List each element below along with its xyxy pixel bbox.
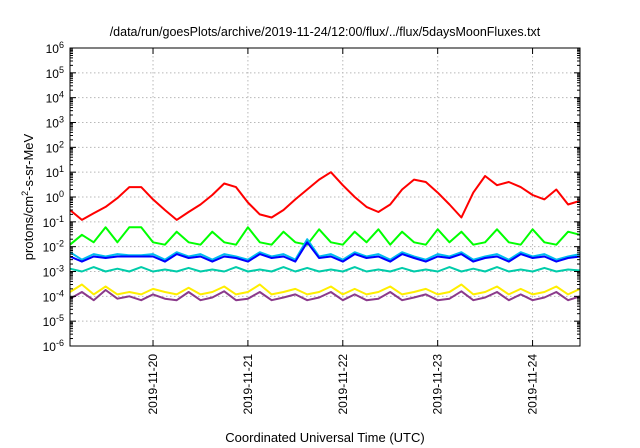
y-tick-label: 105 <box>46 65 64 81</box>
y-tick-label: 10-4 <box>43 288 64 304</box>
y-tick-label: 10-6 <box>43 338 64 354</box>
series-line-6 <box>69 283 581 296</box>
y-tick-label: 103 <box>46 115 64 131</box>
y-axis-title-prefix: protons/cm <box>21 196 36 260</box>
y-tick-label: 10-3 <box>43 264 64 280</box>
x-tick-label: 2019-11-24 <box>526 354 540 415</box>
series-line-4 <box>69 241 581 263</box>
y-axis: 10-6 10-5 10-4 10-3 10-2 10-1 100 101 102 103 104 1… <box>43 40 580 354</box>
x-tick-label: 2019-11-23 <box>431 354 445 415</box>
x-tick-label: 2019-11-22 <box>336 354 350 415</box>
y-tick-label: 100 <box>46 189 64 205</box>
series-line-1 <box>69 171 581 221</box>
series-line-7 <box>69 289 581 302</box>
y-axis-title: protons/cm2-s-sr-MeV <box>20 133 36 260</box>
series-layer <box>69 171 581 302</box>
y-tick-label: 102 <box>46 139 64 155</box>
y-tick-label: 10-1 <box>43 214 64 230</box>
y-tick-label: 10-2 <box>43 239 64 255</box>
x-tick-label: 2019-11-20 <box>146 354 160 415</box>
y-axis-title-suffix: -s-sr-MeV <box>21 133 36 190</box>
series-line-5 <box>69 266 581 273</box>
y-axis-title-sup: 2 <box>20 191 30 196</box>
y-tick-label: 106 <box>46 40 64 56</box>
y-tick-label: 101 <box>46 164 64 180</box>
y-tick-label: 104 <box>46 90 64 106</box>
x-tick-label: 2019-11-21 <box>241 354 255 415</box>
grid-lines <box>70 48 580 346</box>
x-axis-title: Coordinated Universal Time (UTC) <box>225 430 424 445</box>
chart-title: /data/run/goesPlots/archive/2019-11-24/1… <box>110 25 541 39</box>
series-line-3 <box>69 238 581 261</box>
y-tick-label: 10-5 <box>43 313 64 329</box>
series-line-2 <box>69 226 581 246</box>
x-axis: 2019-11-20 2019-11-21 2019-11-22 2019-11-23… <box>146 48 540 415</box>
